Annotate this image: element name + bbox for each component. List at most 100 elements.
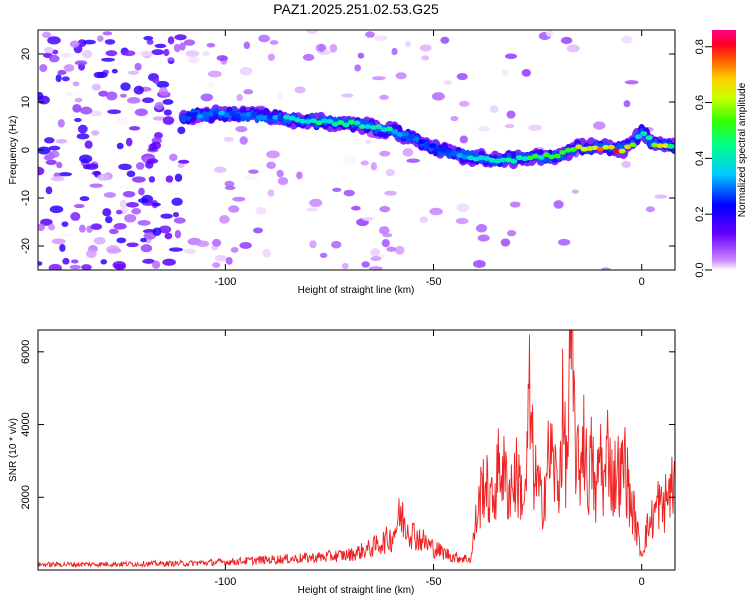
noise-blob (621, 160, 632, 168)
ridge-core (358, 124, 366, 130)
snr-ytick-label: 6000 (20, 340, 32, 364)
noise-blob (97, 35, 104, 42)
noise-blob (116, 142, 124, 150)
noise-blob (477, 234, 490, 242)
ridge-core (412, 137, 420, 142)
noise-blob (119, 93, 127, 98)
noise-blob (296, 171, 303, 180)
noise-blob (402, 148, 414, 157)
noise-blob (93, 237, 106, 245)
ridge-core (629, 142, 637, 148)
noise-blob (230, 246, 239, 253)
noise-blob (228, 205, 240, 213)
noise-blob (431, 92, 445, 101)
noise-blob (47, 36, 61, 45)
noise-blob (76, 133, 90, 140)
noise-blob (140, 244, 153, 253)
ridge-core (467, 155, 475, 161)
noise-blob (277, 177, 289, 186)
noise-blob (73, 204, 85, 209)
noise-blob (385, 168, 396, 177)
noise-blob (371, 76, 386, 81)
noise-blob (91, 130, 100, 136)
noise-blob (79, 154, 93, 164)
spectrogram-ytick-label: 0 (20, 147, 32, 153)
noise-blob (566, 44, 580, 53)
noise-blob (379, 205, 391, 213)
snr-axes: -100 -50 0 2000 4000 6000 (20, 330, 675, 588)
noise-blob (365, 139, 372, 144)
spectrogram-xtick-label: -50 (426, 276, 442, 288)
noise-blob (381, 239, 390, 248)
ridge-core (461, 154, 469, 160)
noise-blob (332, 187, 342, 192)
noise-blob (126, 96, 141, 104)
noise-blob (61, 221, 69, 227)
noise-blob (91, 83, 101, 91)
ridge-core (596, 146, 604, 152)
noise-blob (142, 97, 154, 104)
noise-blob (163, 48, 170, 57)
noise-blob (302, 53, 315, 61)
noise-blob (330, 240, 342, 249)
noise-blob (557, 238, 571, 246)
colorbar-tick-label: 0.6 (694, 95, 706, 110)
ridge-core (196, 114, 204, 119)
noise-blob (361, 261, 370, 268)
ridge-core (331, 121, 339, 127)
noise-blob (621, 35, 633, 44)
chart-title: PAZ1.2025.251.02.53.G25 (273, 1, 439, 17)
noise-blob (174, 173, 183, 182)
snr-ylabel: SNR (10 * v/v) (8, 418, 19, 482)
noise-blob (472, 260, 486, 268)
ridge-core (315, 120, 323, 126)
noise-blob (55, 138, 68, 144)
ridge-core (180, 114, 188, 120)
ridge-halo (281, 117, 288, 126)
noise-blob (39, 64, 48, 73)
noise-blob (151, 49, 165, 56)
noise-blob (104, 216, 113, 224)
noise-blob (126, 170, 136, 178)
noise-blob (239, 136, 248, 145)
colorbar-tick-label: 0.2 (694, 207, 706, 222)
noise-blob (232, 196, 246, 202)
noise-blob (113, 222, 127, 230)
ridge-core (634, 134, 642, 140)
ridge-core (483, 156, 491, 161)
ridge-core (304, 119, 312, 124)
noise-blob (370, 256, 382, 262)
ridge-core (299, 118, 307, 124)
ridge-core (293, 117, 301, 123)
noise-blob (82, 49, 93, 59)
noise-blob (165, 175, 174, 183)
noise-blob (57, 70, 67, 75)
noise-blob (553, 200, 564, 209)
noise-blob (122, 50, 136, 57)
ridge-core (548, 154, 556, 160)
noise-blob (104, 39, 116, 45)
ridge-core (488, 157, 496, 163)
noise-blob (164, 232, 173, 240)
spectrogram-ylabel: Frequency (Hz) (8, 116, 19, 185)
ridge-core (277, 115, 285, 120)
noise-blob (124, 213, 137, 223)
noise-blob (101, 57, 115, 62)
ridge-core (380, 127, 388, 133)
spectrogram-ytick-label: -10 (20, 190, 32, 206)
noise-blob (77, 124, 88, 134)
noise-blob (38, 146, 51, 155)
ridge-core (283, 114, 291, 120)
noise-blob (134, 108, 148, 117)
colorbar (712, 30, 736, 270)
noise-blob (51, 238, 66, 245)
noise-blob (500, 238, 511, 247)
ridge-core (580, 146, 588, 152)
noise-blob (150, 141, 162, 150)
noise-blob (84, 140, 93, 149)
noise-blob (74, 117, 82, 123)
ridge-core (445, 149, 453, 155)
ridge-core (510, 158, 518, 164)
ridge-core (434, 146, 442, 152)
